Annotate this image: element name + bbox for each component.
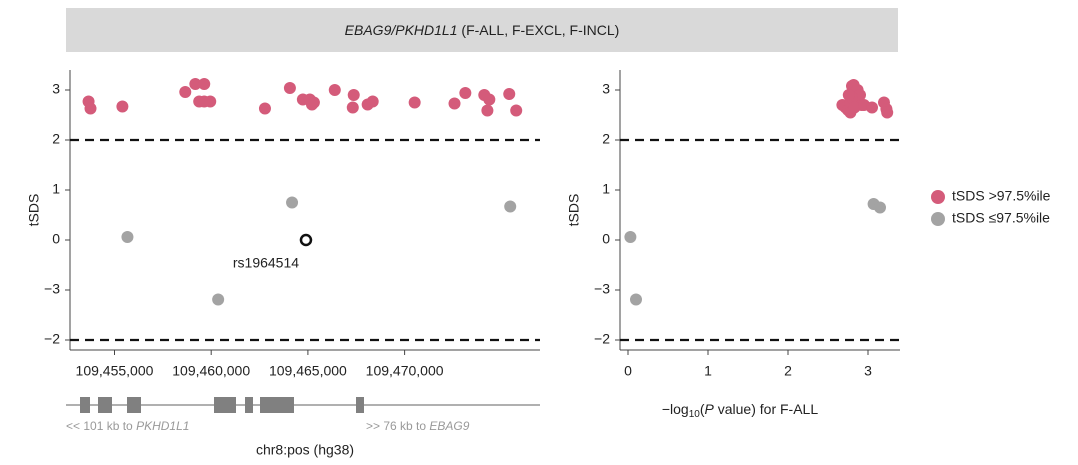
x-tick-label: 109,460,000 (172, 363, 250, 379)
title: EBAG9/PKHD1L1 (F-ALL, F-EXCL, F-INCL) (345, 22, 620, 38)
point (346, 101, 359, 114)
gene-right-name: EBAG9 (429, 419, 469, 433)
point (448, 97, 461, 110)
x-tick-label: 1 (704, 363, 712, 379)
legend-swatch (931, 212, 945, 226)
legend-label: tSDS >97.5%ile (952, 188, 1051, 204)
point (204, 95, 217, 108)
legend-label: tSDS ≤97.5%ile (952, 210, 1050, 226)
y-tick-label: 1 (52, 181, 60, 197)
title-genes: EBAG9/PKHD1L1 (345, 22, 458, 38)
point (286, 196, 299, 209)
point (283, 82, 296, 94)
gene-right-prefix: >> 76 kb to (366, 419, 426, 433)
point (305, 98, 318, 111)
point (84, 102, 97, 115)
y-tick-label: 1 (602, 181, 610, 197)
point (121, 231, 134, 243)
point (630, 293, 642, 306)
point (328, 84, 341, 96)
xl-part: −log (662, 401, 689, 417)
point (881, 106, 894, 119)
point (842, 89, 855, 101)
y-tick-label: −3 (44, 281, 60, 297)
y-tick-label: 0 (52, 231, 60, 247)
point (510, 104, 523, 117)
highlight-snp (299, 233, 313, 247)
point (366, 95, 379, 108)
gene-right: >> 76 kb to EBAG9 (366, 419, 470, 433)
y-tick-label: −2 (44, 331, 60, 347)
point (212, 293, 225, 306)
x-tick-label: 109,465,000 (269, 363, 347, 379)
point (503, 88, 516, 100)
xl-sub: 10 (689, 409, 701, 420)
xl-part: ( (700, 401, 705, 417)
title-banner (66, 8, 898, 52)
x-tick-label: 0 (624, 363, 632, 379)
y-tick-label: −3 (594, 281, 610, 297)
xl-part: P (705, 401, 715, 417)
point (116, 100, 129, 113)
point (347, 89, 360, 101)
x-tick-label: 3 (864, 363, 872, 379)
point (483, 93, 496, 106)
x-tick-label: 109,455,000 (76, 363, 154, 379)
x-tick-label: 109,470,000 (366, 363, 444, 379)
point (189, 78, 202, 90)
point (848, 101, 861, 114)
legend-swatch (931, 190, 945, 204)
y-tick-label: 2 (52, 131, 60, 147)
y-tick-label: 2 (602, 131, 610, 147)
y-tick-label: 3 (52, 81, 60, 97)
title-rest: (F-ALL, F-EXCL, F-INCL) (461, 22, 619, 38)
point (408, 96, 421, 109)
point (198, 78, 211, 90)
xl-part: value) for F-ALL (714, 401, 818, 417)
gene-left: << 101 kb to PKHD1L1 (66, 419, 189, 433)
x-tick-label: 2 (784, 363, 792, 379)
x-axis-label: chr8:pos (hg38) (256, 442, 354, 458)
y-tick-label: 3 (602, 81, 610, 97)
point (874, 201, 886, 214)
y-tick-label: 0 (602, 231, 610, 247)
point (179, 86, 192, 98)
y-axis-label: tSDS (26, 194, 42, 227)
gene-track (66, 397, 540, 413)
point (624, 231, 637, 243)
point (481, 104, 494, 117)
gene-left-prefix: << 101 kb to (66, 419, 133, 433)
y-tick-label: −2 (594, 331, 610, 347)
point (866, 101, 878, 114)
point (504, 200, 517, 213)
x-axis-label: −log10(P value) for F-ALL (662, 401, 818, 420)
y-axis-label: tSDS (566, 194, 582, 227)
point (459, 87, 472, 99)
point (258, 102, 271, 115)
gene-left-name: PKHD1L1 (136, 419, 189, 433)
annotation-label: rs1964514 (233, 255, 299, 271)
